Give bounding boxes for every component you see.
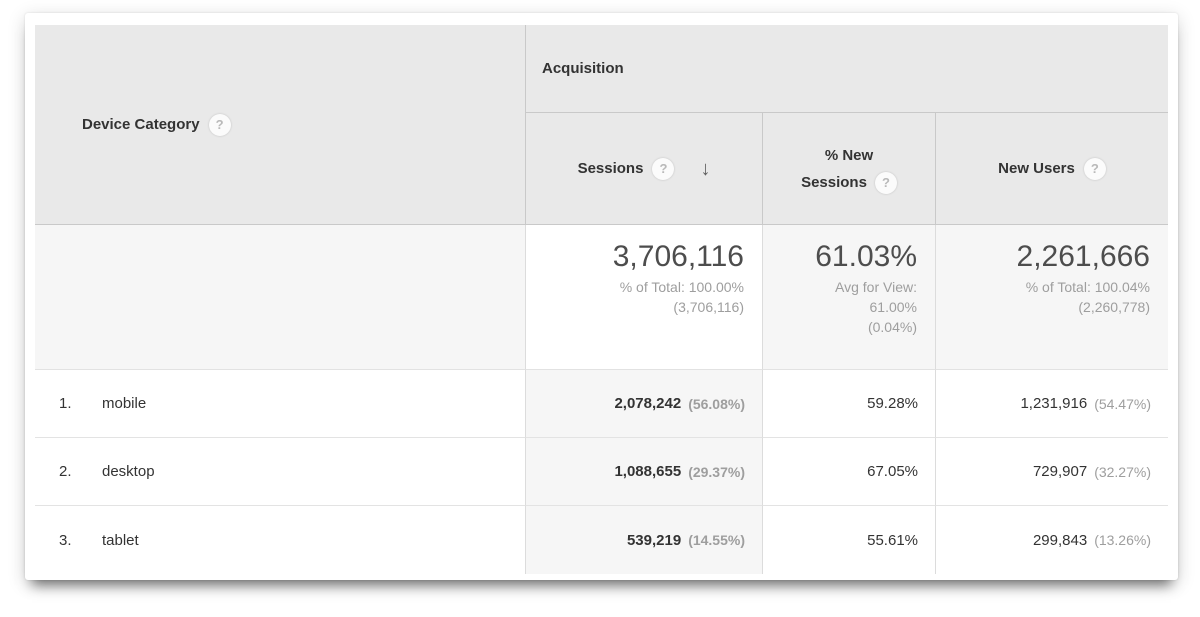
new-users-percent: (54.47%) <box>1094 395 1151 412</box>
row-index: 2. <box>59 463 72 480</box>
sessions-value: 2,078,242 <box>614 395 682 412</box>
table-row-sessions-cell: 2,078,242 (56.08%) <box>525 370 762 438</box>
sessions-percent: (14.55%) <box>688 532 745 548</box>
new-users-total-note: % of Total: 100.04% <box>1025 279 1150 295</box>
row-index: 1. <box>59 395 72 412</box>
device-category-label: Device Category <box>82 116 200 133</box>
table-row-percent-new-sessions-cell: 59.28% <box>762 370 935 438</box>
percent-new-sessions-avg: 61.03% <box>815 240 917 273</box>
row-index: 3. <box>59 531 72 549</box>
table-row-percent-new-sessions-cell: 55.61% <box>762 506 935 574</box>
analytics-table-card: Device Category ? Acquisition Sessions ?… <box>25 13 1178 580</box>
new-users-percent: (13.26%) <box>1094 532 1151 548</box>
table-row-sessions-cell: 1,088,655 (29.37%) <box>525 438 762 506</box>
new-users-percent: (32.27%) <box>1094 463 1151 480</box>
column-header-sessions[interactable]: Sessions ? ↓ <box>525 113 762 225</box>
device-category-table: Device Category ? Acquisition Sessions ?… <box>35 25 1168 574</box>
new-users-total: 2,261,666 <box>1016 240 1150 273</box>
percent-new-sessions-note: Avg for View: <box>835 279 917 295</box>
table-row-new-users-cell: 299,843 (13.26%) <box>935 506 1168 574</box>
sessions-percent: (29.37%) <box>688 463 745 480</box>
sessions-value: 1,088,655 <box>614 463 682 480</box>
new-users-value: 299,843 <box>1032 531 1088 549</box>
help-icon[interactable]: ? <box>208 113 231 136</box>
percent-new-sessions-delta: (0.04%) <box>867 319 917 335</box>
device-name: tablet <box>102 531 139 549</box>
device-name: mobile <box>102 395 147 412</box>
new-users-label: New Users <box>998 160 1075 177</box>
table-row-device-cell: 3. tablet <box>35 506 525 574</box>
sessions-value: 539,219 <box>626 531 682 549</box>
table-row-device-cell: 1. mobile <box>35 370 525 438</box>
column-header-device-category[interactable]: Device Category ? <box>35 25 525 225</box>
help-icon[interactable]: ? <box>874 171 897 194</box>
table-row-new-users-cell: 1,231,916 (54.47%) <box>935 370 1168 438</box>
percent-new-sessions-value: 55.61% <box>867 531 918 549</box>
summary-percent-new-sessions-cell: 61.03% Avg for View: 61.00% (0.04%) <box>762 225 935 370</box>
sessions-total: 3,706,116 <box>612 240 744 273</box>
help-icon[interactable]: ? <box>1083 157 1106 180</box>
new-users-total-detail: (2,260,778) <box>1078 299 1150 315</box>
table-row-sessions-cell: 539,219 (14.55%) <box>525 506 762 574</box>
percent-new-sessions-avg2: 61.00% <box>869 299 917 315</box>
sessions-total-note: % of Total: 100.00% <box>619 279 744 295</box>
acquisition-label: Acquisition <box>542 60 624 77</box>
sessions-total-detail: (3,706,116) <box>673 299 744 315</box>
sort-descending-icon[interactable]: ↓ <box>700 157 711 180</box>
percent-new-sessions-value: 67.05% <box>867 463 918 480</box>
new-users-value: 729,907 <box>1032 463 1088 480</box>
summary-sessions-cell: 3,706,116 % of Total: 100.00% (3,706,116… <box>525 225 762 370</box>
summary-device-cell <box>35 225 525 370</box>
table-row-device-cell: 2. desktop <box>35 438 525 506</box>
table-row-percent-new-sessions-cell: 67.05% <box>762 438 935 506</box>
percent-new-sessions-label: % New Sessions? <box>801 142 897 196</box>
new-users-value: 1,231,916 <box>1020 395 1088 412</box>
summary-new-users-cell: 2,261,666 % of Total: 100.04% (2,260,778… <box>935 225 1168 370</box>
device-name: desktop <box>102 463 155 480</box>
column-header-percent-new-sessions[interactable]: % New Sessions? <box>762 113 935 225</box>
percent-new-sessions-line2: Sessions? <box>801 169 897 196</box>
sessions-label: Sessions <box>577 160 644 177</box>
help-icon[interactable]: ? <box>652 157 675 180</box>
percent-new-sessions-value: 59.28% <box>867 395 918 412</box>
table-row-new-users-cell: 729,907 (32.27%) <box>935 438 1168 506</box>
percent-new-sessions-line1: % New <box>824 146 874 164</box>
column-header-new-users[interactable]: New Users ? <box>935 113 1168 225</box>
sessions-percent: (56.08%) <box>688 395 745 412</box>
group-header-acquisition: Acquisition <box>525 25 1168 113</box>
